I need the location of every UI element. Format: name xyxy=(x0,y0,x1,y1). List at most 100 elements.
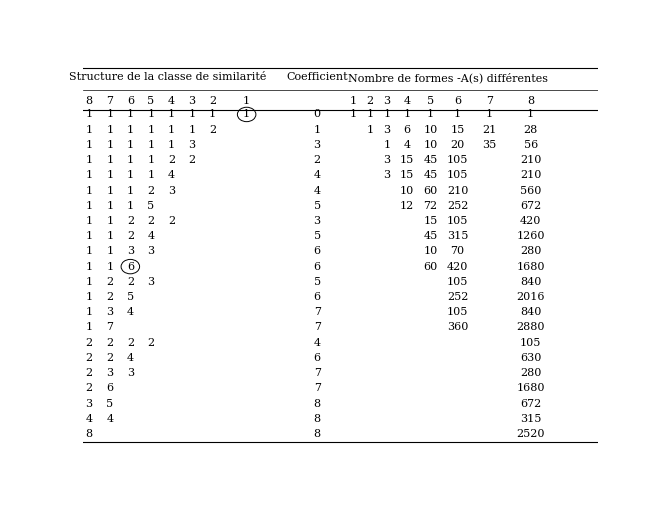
Text: 3: 3 xyxy=(147,246,155,256)
Text: 840: 840 xyxy=(520,307,541,317)
Text: 1: 1 xyxy=(350,109,357,120)
Text: 1: 1 xyxy=(106,171,114,180)
Text: 5: 5 xyxy=(147,201,155,211)
Text: 1: 1 xyxy=(86,201,93,211)
Text: 1: 1 xyxy=(367,109,374,120)
Text: 5: 5 xyxy=(427,96,434,107)
Text: 2: 2 xyxy=(106,292,114,302)
Text: 20: 20 xyxy=(450,140,465,150)
Text: 1: 1 xyxy=(106,262,114,271)
Text: 1: 1 xyxy=(106,109,114,120)
Text: 45: 45 xyxy=(423,155,438,165)
Text: 15: 15 xyxy=(423,216,438,226)
Text: 1: 1 xyxy=(86,186,93,196)
Text: 1: 1 xyxy=(527,109,535,120)
Text: 6: 6 xyxy=(313,246,321,256)
Text: 15: 15 xyxy=(400,155,414,165)
Text: 1: 1 xyxy=(106,155,114,165)
Text: 2: 2 xyxy=(106,277,114,287)
Text: 1: 1 xyxy=(147,140,155,150)
Text: 7: 7 xyxy=(313,307,321,317)
Text: 2: 2 xyxy=(313,155,321,165)
Text: 1: 1 xyxy=(486,109,493,120)
Text: 105: 105 xyxy=(447,155,468,165)
Text: 4: 4 xyxy=(106,414,114,424)
Text: 1: 1 xyxy=(86,155,93,165)
Text: 56: 56 xyxy=(524,140,538,150)
Text: 4: 4 xyxy=(313,171,321,180)
Text: 5: 5 xyxy=(147,96,155,107)
Text: 7: 7 xyxy=(106,96,114,107)
Text: 2: 2 xyxy=(86,353,93,363)
Text: 8: 8 xyxy=(313,398,321,409)
Text: 210: 210 xyxy=(520,155,541,165)
Text: 2: 2 xyxy=(127,231,134,241)
Text: 1: 1 xyxy=(86,292,93,302)
Text: 2016: 2016 xyxy=(517,292,545,302)
Text: 105: 105 xyxy=(447,307,468,317)
Text: 1: 1 xyxy=(86,140,93,150)
Text: 60: 60 xyxy=(423,262,438,271)
Text: 4: 4 xyxy=(313,186,321,196)
Text: 2: 2 xyxy=(86,337,93,348)
Text: 315: 315 xyxy=(447,231,468,241)
Text: 2: 2 xyxy=(367,96,374,107)
Text: 3: 3 xyxy=(384,125,390,135)
Text: 315: 315 xyxy=(520,414,541,424)
Text: 1: 1 xyxy=(127,125,134,135)
Text: 672: 672 xyxy=(520,201,541,211)
Text: 1: 1 xyxy=(86,322,93,332)
Text: 2: 2 xyxy=(127,337,134,348)
Text: 3: 3 xyxy=(313,216,321,226)
Text: 1: 1 xyxy=(147,109,155,120)
Text: 8: 8 xyxy=(86,96,93,107)
Text: 10: 10 xyxy=(423,246,438,256)
Text: 2520: 2520 xyxy=(517,429,545,439)
Text: 15: 15 xyxy=(400,171,414,180)
Text: 7: 7 xyxy=(486,96,493,107)
Text: 1: 1 xyxy=(86,277,93,287)
Text: 7: 7 xyxy=(313,322,321,332)
Text: 1: 1 xyxy=(427,109,434,120)
Text: 3: 3 xyxy=(189,96,196,107)
Text: 8: 8 xyxy=(313,414,321,424)
Text: 2: 2 xyxy=(147,186,155,196)
Text: 560: 560 xyxy=(520,186,541,196)
Text: 45: 45 xyxy=(423,171,438,180)
Text: 1: 1 xyxy=(454,109,461,120)
Text: 1: 1 xyxy=(127,186,134,196)
Text: 2: 2 xyxy=(168,155,175,165)
Text: 1: 1 xyxy=(127,171,134,180)
Text: 1: 1 xyxy=(106,186,114,196)
Text: 4: 4 xyxy=(313,337,321,348)
Text: 1: 1 xyxy=(127,140,134,150)
Text: 2: 2 xyxy=(147,337,155,348)
Text: 7: 7 xyxy=(106,322,114,332)
Text: 2: 2 xyxy=(209,96,216,107)
Text: 630: 630 xyxy=(520,353,541,363)
Text: 12: 12 xyxy=(400,201,414,211)
Text: 1: 1 xyxy=(127,201,134,211)
Text: 15: 15 xyxy=(450,125,465,135)
Text: 210: 210 xyxy=(447,186,468,196)
Text: 4: 4 xyxy=(404,140,411,150)
Text: 45: 45 xyxy=(423,231,438,241)
Text: 1: 1 xyxy=(106,125,114,135)
Text: 8: 8 xyxy=(313,429,321,439)
Text: 8: 8 xyxy=(527,96,535,107)
Text: 2: 2 xyxy=(147,216,155,226)
Text: 3: 3 xyxy=(168,186,175,196)
Text: 1: 1 xyxy=(127,109,134,120)
Text: 5: 5 xyxy=(313,277,321,287)
Text: 4: 4 xyxy=(127,307,134,317)
Text: 3: 3 xyxy=(189,140,196,150)
Text: 8: 8 xyxy=(86,429,93,439)
Text: 10: 10 xyxy=(423,125,438,135)
Text: 1680: 1680 xyxy=(517,383,545,393)
Text: 420: 420 xyxy=(520,216,541,226)
Text: 3: 3 xyxy=(127,246,134,256)
Text: 1: 1 xyxy=(147,155,155,165)
Text: 10: 10 xyxy=(423,140,438,150)
Text: 1: 1 xyxy=(106,216,114,226)
Text: 60: 60 xyxy=(423,186,438,196)
